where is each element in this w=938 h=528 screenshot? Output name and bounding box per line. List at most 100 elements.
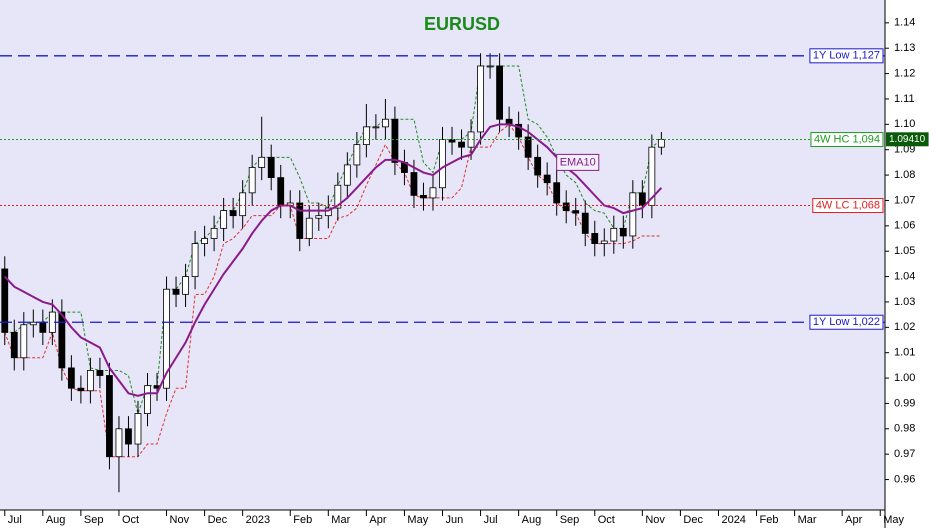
ema-label-box xyxy=(556,153,600,171)
candle-body xyxy=(477,65,484,133)
candle-body xyxy=(115,428,123,458)
candle-body xyxy=(534,156,542,176)
plot-background xyxy=(0,0,885,510)
candle-body xyxy=(239,192,247,217)
candle-body xyxy=(134,413,142,445)
x-tick-label: Nov xyxy=(170,514,190,526)
x-tick-label: Apr xyxy=(369,514,386,526)
candle-body xyxy=(125,428,132,445)
candle-body xyxy=(648,146,656,206)
x-tick-label: 2023 xyxy=(246,514,270,526)
candle-body xyxy=(458,141,465,148)
candle-body xyxy=(324,207,332,217)
candle-body xyxy=(638,192,646,206)
x-tick-label: Dec xyxy=(683,514,703,526)
candle-body xyxy=(515,123,523,138)
candle-body xyxy=(343,164,351,186)
candle-body xyxy=(10,331,18,359)
candle-body xyxy=(1,268,9,333)
candle-body xyxy=(220,210,228,229)
x-tick-label: Aug xyxy=(522,514,542,526)
candle-body xyxy=(315,215,323,219)
x-tick-label: Feb xyxy=(293,514,312,526)
x-tick-label: Mar xyxy=(331,514,350,526)
x-tick-label: Oct xyxy=(598,514,615,526)
x-tick-label: Sep xyxy=(560,514,580,526)
candle-body xyxy=(277,177,285,206)
candle-body xyxy=(619,227,627,237)
y-tick-label: 1.00 xyxy=(894,372,915,384)
last-price-box xyxy=(886,132,929,147)
candle-body xyxy=(67,367,75,389)
y-tick-label: 0.99 xyxy=(894,397,915,409)
candle-body xyxy=(191,243,199,277)
candle-body xyxy=(572,210,580,214)
ema-line xyxy=(4,123,663,397)
level-label: 4W LC 1,068 xyxy=(816,199,880,211)
y-tick-label: 0.98 xyxy=(894,423,915,435)
candle-body xyxy=(439,139,446,189)
level-label-box xyxy=(809,314,884,330)
candle-body xyxy=(610,227,618,242)
y-tick-label: 1.13 xyxy=(894,42,915,54)
candle-body xyxy=(591,233,599,244)
x-tick-label: Sep xyxy=(84,514,104,526)
candle-body xyxy=(20,324,28,359)
y-tick-label: 1.05 xyxy=(894,245,915,257)
level-label-box xyxy=(810,132,884,148)
candle-body xyxy=(87,370,94,392)
candle-body xyxy=(362,126,370,146)
x-tick-label: Aug xyxy=(46,514,66,526)
candle-body xyxy=(210,227,218,239)
candle-body xyxy=(391,118,399,163)
y-tick-label: 1.14 xyxy=(894,17,915,29)
candle-body xyxy=(562,202,570,211)
candle-body xyxy=(581,212,589,234)
candle-body xyxy=(600,240,608,244)
y-tick-label: 1.03 xyxy=(894,296,915,308)
candle-body xyxy=(629,192,637,237)
channel-line xyxy=(4,123,662,458)
candle-body xyxy=(144,385,151,414)
x-tick-label: Apr xyxy=(845,514,862,526)
y-tick-label: 1.06 xyxy=(894,220,915,232)
ema-label: EMA10 xyxy=(560,156,596,168)
candle-body xyxy=(58,311,66,369)
x-tick-label: Jul xyxy=(8,514,22,526)
y-tick-label: 1.01 xyxy=(894,347,915,359)
candle-body xyxy=(496,65,503,120)
candle-body xyxy=(543,174,551,184)
candle-body xyxy=(163,288,170,389)
chart-title: EURUSD xyxy=(424,14,500,34)
x-tick-label: Jul xyxy=(484,514,498,526)
y-tick-label: 0.97 xyxy=(894,448,915,460)
y-tick-label: 1.12 xyxy=(894,67,915,79)
level-label-box xyxy=(809,48,884,64)
candle-body xyxy=(229,210,237,217)
candle-body xyxy=(429,187,437,199)
candle-body xyxy=(420,194,427,199)
candle-body xyxy=(296,202,304,239)
x-tick-label: May xyxy=(407,514,428,526)
y-tick-label: 1.11 xyxy=(894,93,915,105)
x-tick-label: May xyxy=(883,514,904,526)
candle-body xyxy=(410,172,418,196)
x-tick-label: Feb xyxy=(760,514,779,526)
candle-body xyxy=(201,238,208,244)
level-label: 4W HC 1,094 xyxy=(814,133,880,145)
candle-body xyxy=(172,288,180,295)
x-tick-label: Jun xyxy=(446,514,464,526)
candle-body xyxy=(248,167,256,194)
x-tick-label: Nov xyxy=(645,514,665,526)
candle-body xyxy=(267,156,275,179)
candle-body xyxy=(657,139,665,148)
x-tick-label: Oct xyxy=(122,514,139,526)
last-price-label: 1.09410 xyxy=(889,134,926,145)
candle-body xyxy=(486,65,494,68)
y-tick-label: 0.96 xyxy=(894,473,915,485)
x-tick-label: 2024 xyxy=(721,514,745,526)
level-label: 1Y Low 1,022 xyxy=(813,316,880,328)
candle-body xyxy=(258,156,266,168)
candle-body xyxy=(372,126,380,129)
